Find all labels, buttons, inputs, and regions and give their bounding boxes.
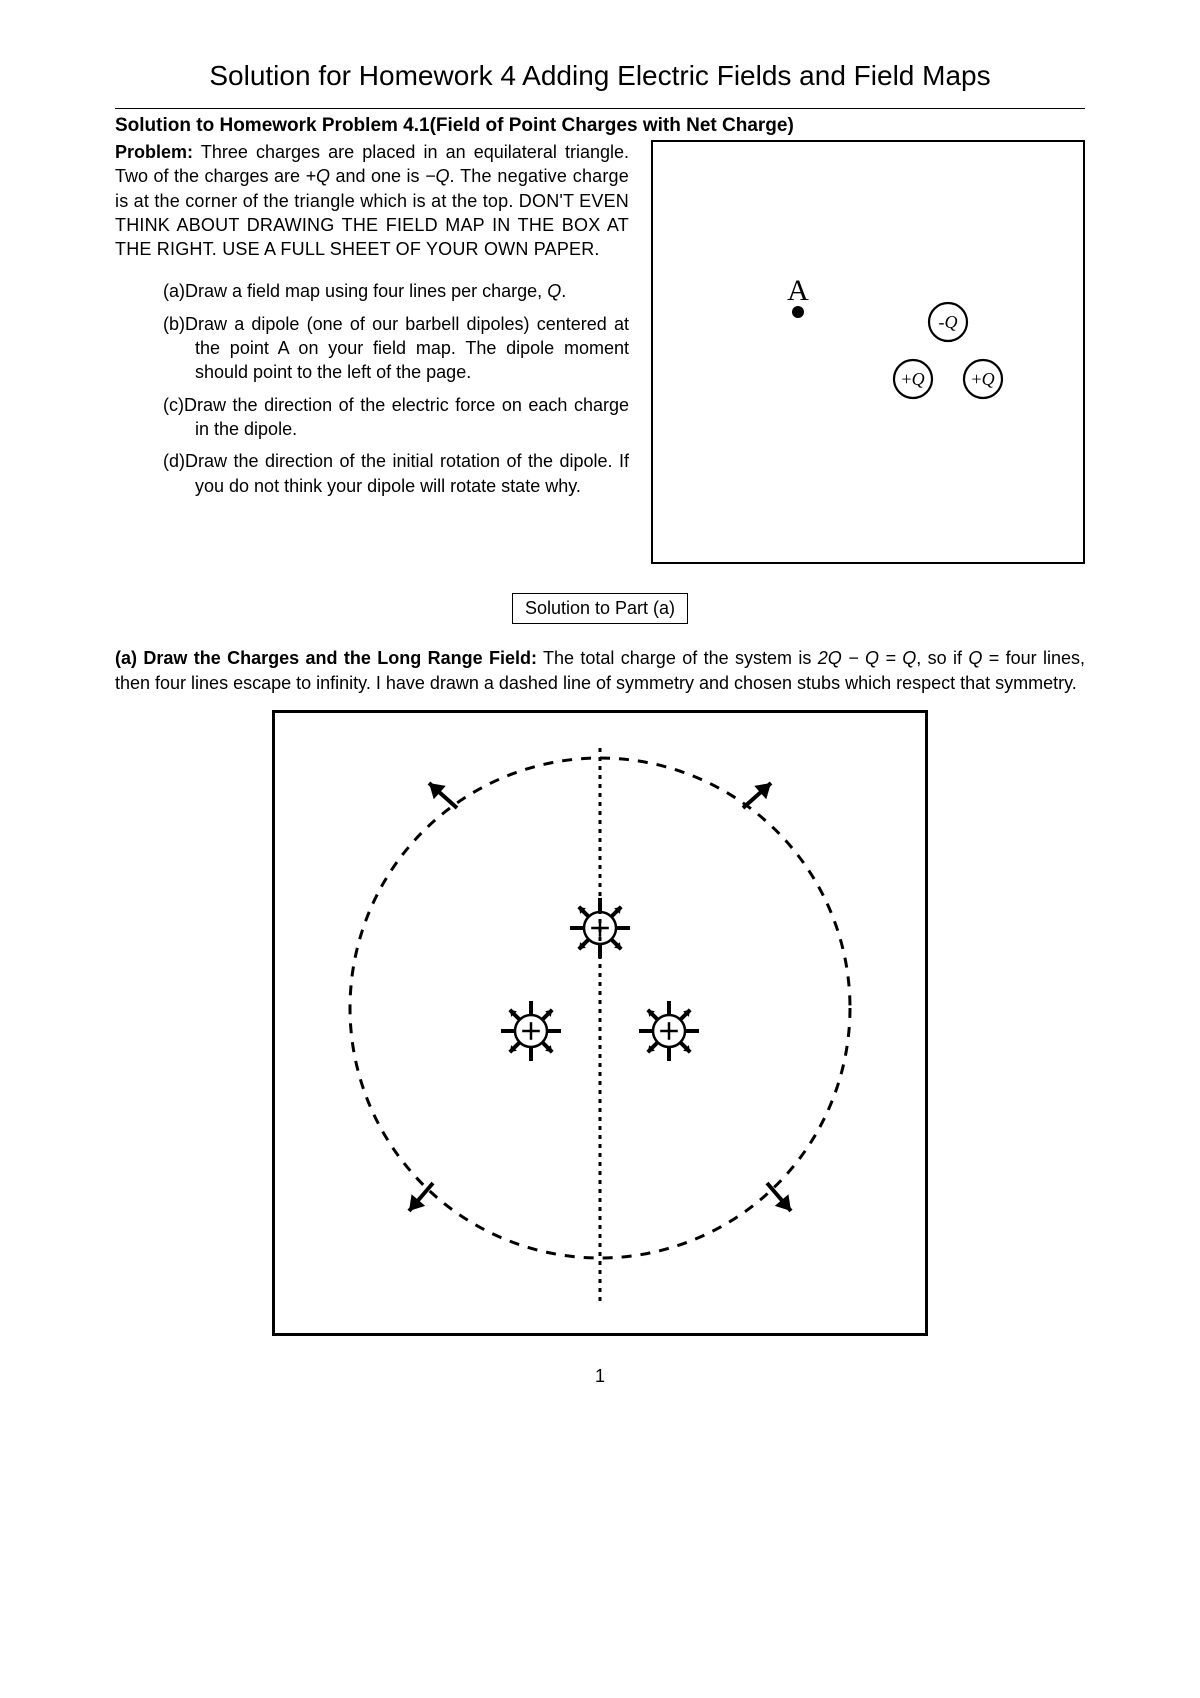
answer-text-1: The total charge of the system is: [543, 648, 818, 668]
answer-expr-1: 2Q − Q = Q: [818, 648, 917, 668]
problem-heading: Solution to Homework Problem 4.1(Field o…: [115, 115, 1085, 137]
part-a: (a)Draw a field map using four lines per…: [163, 279, 629, 303]
part-text-post: .: [561, 281, 566, 301]
part-tag: (d): [163, 451, 185, 471]
figure-2-field-map: [272, 710, 928, 1336]
svg-text:-Q: -Q: [939, 312, 958, 332]
part-b: (b)Draw a dipole (one of our barbell dip…: [163, 312, 629, 385]
plus-q: +Q: [306, 166, 331, 186]
answer-a: (a) Draw the Charges and the Long Range …: [115, 646, 1085, 696]
problem-statement: Problem: Three charges are placed in an …: [115, 140, 629, 261]
answer-lead: (a) Draw the Charges and the Long Range …: [115, 648, 537, 668]
minus-q: −Q: [425, 166, 450, 186]
page-number: 1: [115, 1366, 1085, 1387]
part-tag: (b): [163, 314, 185, 334]
problem-parts-list: (a)Draw a field map using four lines per…: [115, 279, 629, 497]
problem-label: Problem:: [115, 142, 193, 162]
figure-1-triangle-charges: A -Q +Q +Q: [651, 140, 1085, 564]
part-text: Draw a field map using four lines per ch…: [185, 281, 547, 301]
title-rule: [115, 108, 1085, 109]
answer-expr-2: Q: [968, 648, 982, 668]
part-text: Draw the direction of the electric force…: [184, 395, 629, 439]
answer-text-2: , so if: [916, 648, 968, 668]
document-title: Solution for Homework 4 Adding Electric …: [115, 60, 1085, 92]
part-d: (d)Draw the direction of the initial rot…: [163, 449, 629, 498]
part-tag: (c): [163, 395, 184, 415]
part-text: Draw a dipole (one of our barbell dipole…: [185, 314, 629, 383]
solution-part-a-label: Solution to Part (a): [512, 593, 688, 624]
part-tag: (a): [163, 281, 185, 301]
svg-text:A: A: [787, 274, 809, 307]
svg-text:+Q: +Q: [901, 369, 924, 389]
problem-text-2: and one is: [330, 166, 425, 186]
part-c: (c)Draw the direction of the electric fo…: [163, 393, 629, 442]
part-ital: Q: [547, 281, 561, 301]
part-text: Draw the direction of the initial rotati…: [185, 451, 629, 495]
svg-text:+Q: +Q: [971, 369, 994, 389]
